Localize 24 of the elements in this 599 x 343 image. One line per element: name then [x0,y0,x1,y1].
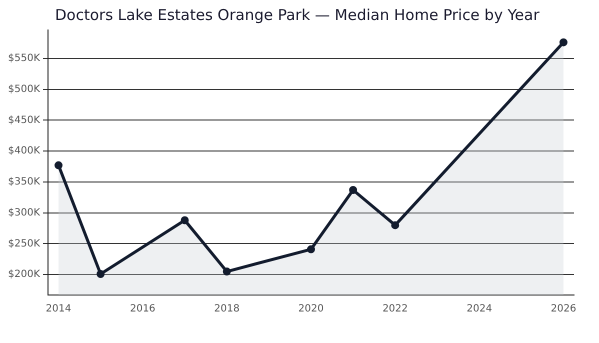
point [391,221,400,230]
x-tick-label: 2024 [466,304,492,315]
y-tick-label: $350K [8,176,40,188]
y-tick-label: $450K [8,114,40,126]
point [180,216,189,224]
point [349,186,358,194]
x-tick-label: 2020 [298,304,324,315]
y-tick-label: $500K [8,84,40,95]
point [54,161,63,170]
point [222,268,231,276]
y-tick-label: $400K [8,146,40,157]
x-tick-label: 2014 [46,304,72,315]
point [307,245,316,254]
y-tick-label: $300K [8,207,40,218]
point [559,38,568,46]
chart-title: Doctors Lake Estates Orange Park — Median Home Price by Year [55,6,540,24]
y-tick-label: $250K [8,238,40,250]
x-tick-label: 2018 [214,304,240,315]
x-tick-label: 2016 [130,304,156,315]
x-tick-label: 2022 [382,304,408,315]
y-tick-label: $550K [8,53,40,64]
point [96,270,105,278]
x-tick-label: 2026 [550,304,576,315]
y-tick-label: $200K [8,269,40,280]
